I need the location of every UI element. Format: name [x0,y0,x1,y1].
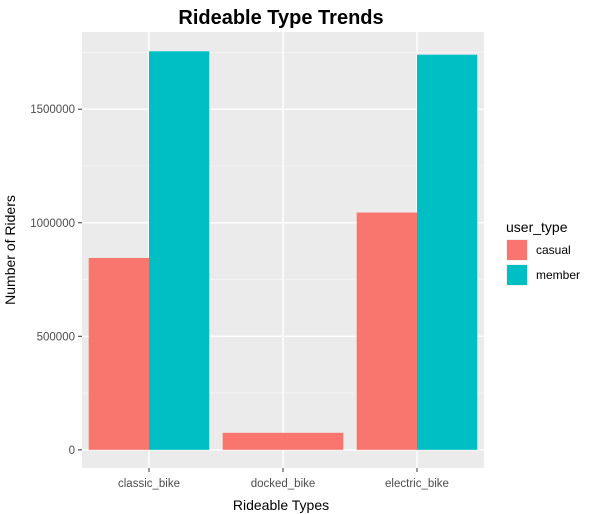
bar-electric_bike-member [417,54,478,450]
y-axis-ticks: 0 500000 1000000 1500000 [30,104,82,457]
bar-classic_bike-member [149,51,210,450]
y-tick-label: 1000000 [30,218,75,230]
legend-items: casual member [506,239,580,286]
bar-classic_bike-casual [88,257,149,450]
x-axis-title: Rideable Types [233,497,329,513]
bars [88,51,478,450]
x-tick-label: docked_bike [251,478,316,490]
legend-swatch-casual [507,240,527,260]
x-tick-label: classic_bike [118,478,180,490]
legend: user_type casual member [506,219,580,286]
legend-title: user_type [506,219,568,235]
x-axis-ticks: classic_bike docked_bike electric_bike [118,468,449,490]
chart-title: Rideable Type Trends [178,7,383,29]
legend-label-casual: casual [536,243,571,257]
y-axis-title: Number of Riders [2,195,18,305]
y-tick-label: 1500000 [30,104,75,116]
x-tick-label: electric_bike [385,478,449,490]
legend-swatch-member [507,265,527,285]
bar-electric_bike-casual [356,212,417,450]
bar-docked_bike-casual [222,432,344,450]
y-tick-label: 500000 [37,331,75,343]
y-tick-label: 0 [69,445,75,457]
legend-label-member: member [536,268,580,282]
